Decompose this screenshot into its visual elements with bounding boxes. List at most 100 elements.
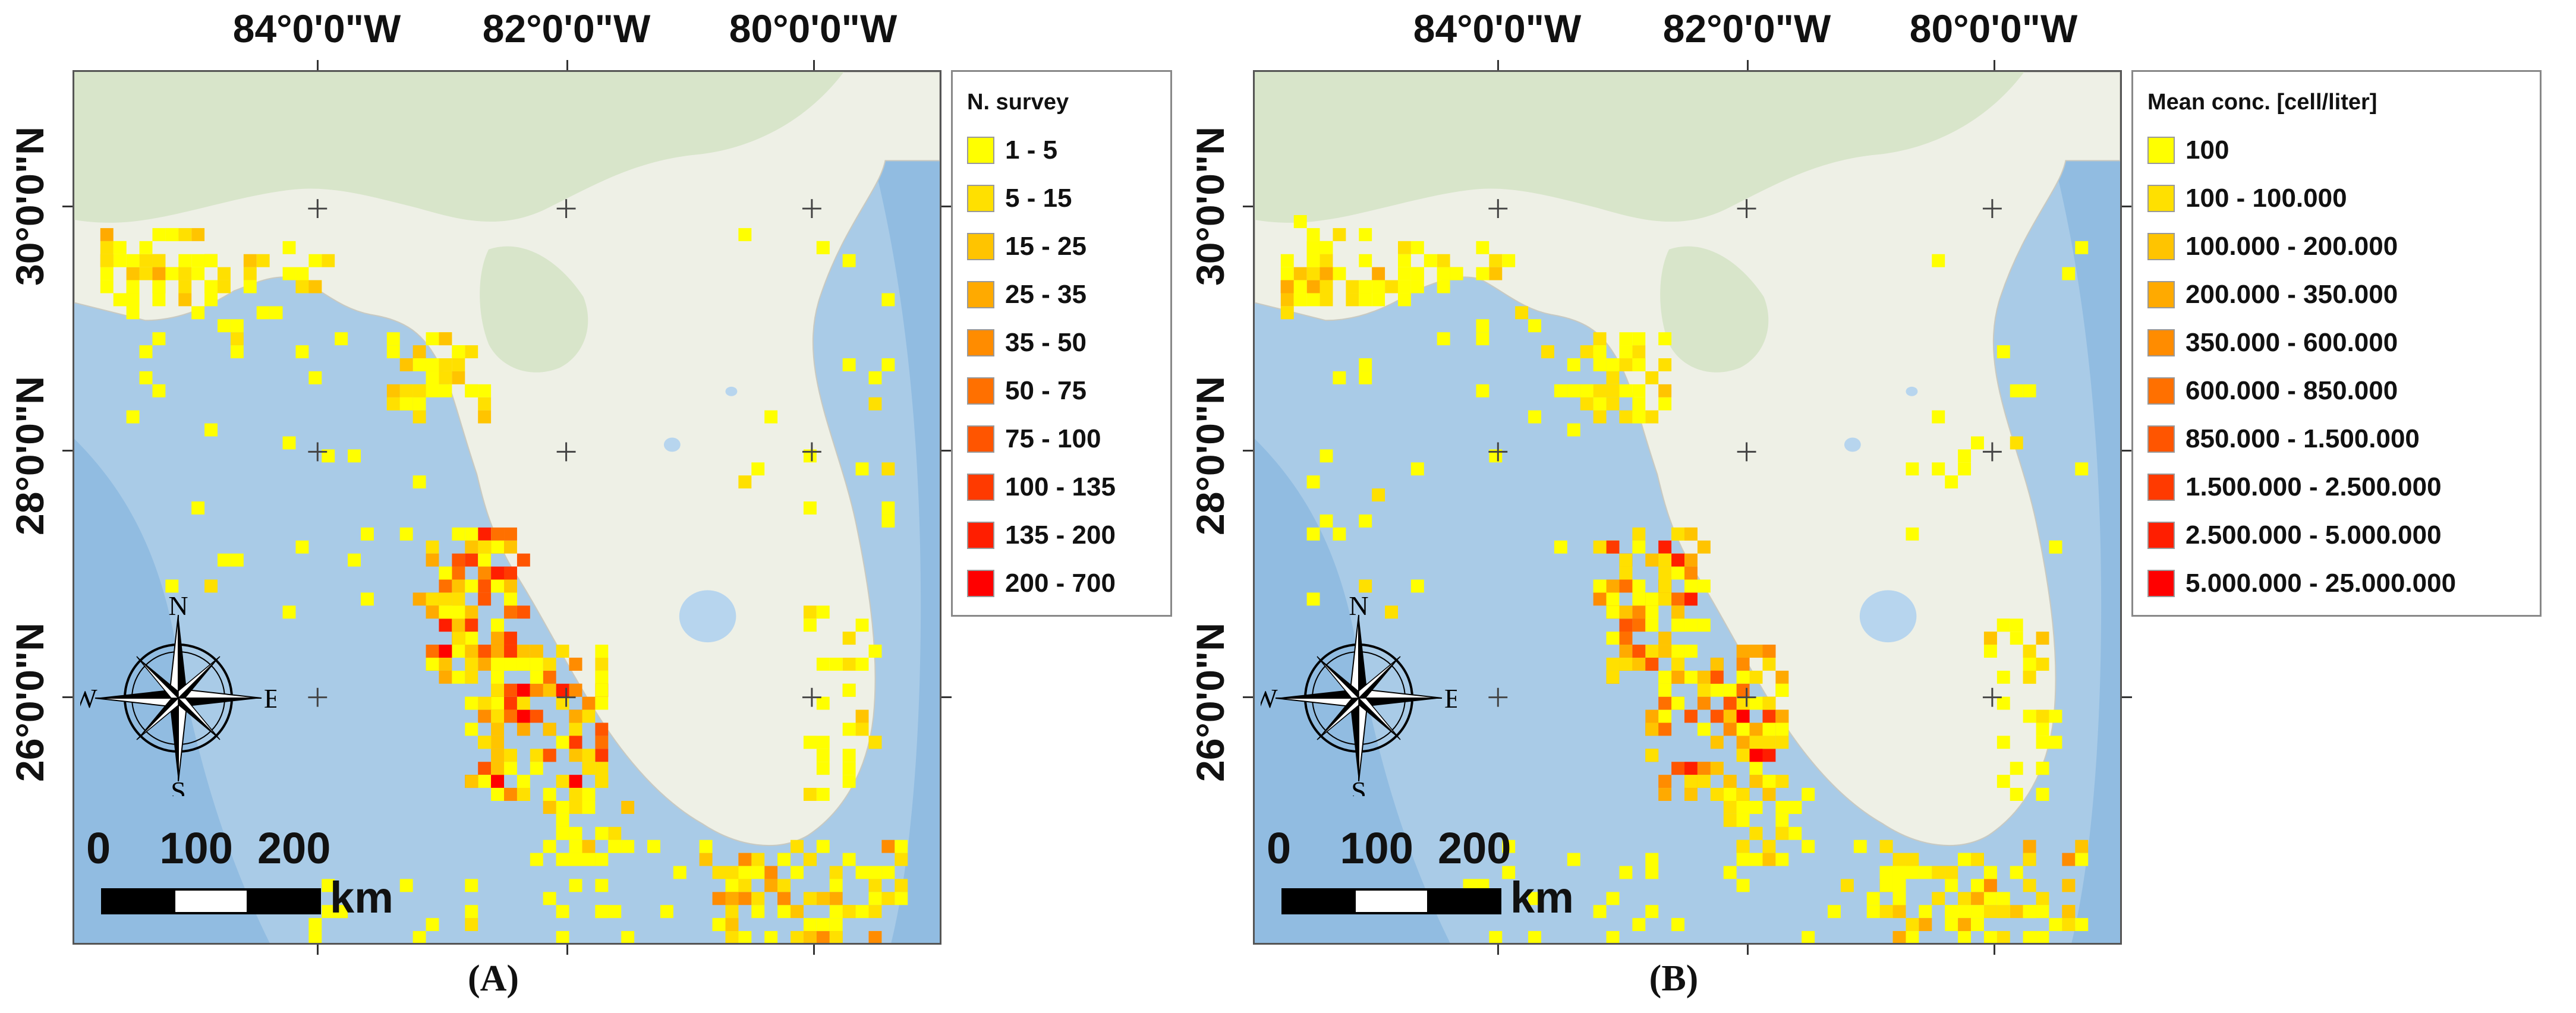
concentration-cell <box>1476 332 1489 346</box>
legend-items: 1 - 5 5 - 15 15 - 25 25 - 35 35 - 50 50 - 75 7… <box>967 126 1156 607</box>
concentration-cell <box>1906 853 1919 866</box>
survey-cell <box>439 566 452 580</box>
survey-cell <box>282 436 296 450</box>
tick-mark <box>2122 450 2132 452</box>
survey-cell <box>543 670 556 684</box>
concentration-cell <box>2023 709 2036 723</box>
survey-cell <box>868 892 882 905</box>
legend-label: 100 <box>2185 135 2229 165</box>
survey-cell <box>139 267 153 280</box>
survey-cell <box>569 722 582 736</box>
concentration-cell <box>1606 605 1620 619</box>
survey-cell <box>412 345 426 359</box>
survey-cell <box>465 527 478 541</box>
concentration-cell <box>1736 657 1750 671</box>
compass-rose-icon: N S E W <box>1261 594 1457 796</box>
survey-cell <box>412 384 426 397</box>
survey-cell <box>738 853 752 866</box>
concentration-cell <box>1762 709 1776 723</box>
survey-cell <box>595 722 609 736</box>
graticule-cross <box>1737 442 1756 462</box>
concentration-cell <box>1593 410 1607 424</box>
legend-item: 75 - 100 <box>967 415 1156 463</box>
survey-cell <box>738 879 752 892</box>
concentration-cell <box>1606 371 1620 384</box>
concentration-cell <box>2036 736 2049 749</box>
survey-cell <box>569 879 582 892</box>
concentration-cell <box>1632 345 1646 359</box>
survey-cell <box>595 775 609 788</box>
concentration-cell <box>1671 696 1685 710</box>
survey-cell <box>595 749 609 762</box>
survey-cell <box>113 293 127 307</box>
concentration-cell <box>1645 592 1659 606</box>
concentration-cell <box>1932 410 1945 424</box>
survey-cell <box>504 696 517 710</box>
survey-cell <box>816 918 830 932</box>
survey-cell <box>855 866 869 879</box>
survey-cell <box>452 632 465 645</box>
concentration-cell <box>1658 592 1672 606</box>
survey-cell <box>829 892 843 905</box>
concentration-cell <box>1645 709 1659 723</box>
survey-cell <box>178 228 192 241</box>
concentration-cell <box>1658 775 1672 788</box>
concentration-cell <box>1762 853 1776 866</box>
graticule-cross <box>308 687 327 707</box>
survey-cell <box>230 553 244 567</box>
concentration-cell <box>1697 775 1711 788</box>
concentration-cell <box>1632 358 1646 371</box>
concentration-cell <box>1958 462 1972 476</box>
concentration-cell <box>1606 632 1620 645</box>
concentration-cell <box>1710 670 1724 684</box>
concentration-cell <box>1658 670 1672 684</box>
legend-swatch <box>2147 329 2175 356</box>
survey-cell <box>139 371 153 384</box>
concentration-cell <box>2036 788 2049 801</box>
legend-label: 200 - 700 <box>1005 568 1116 598</box>
concentration-cell <box>1723 800 1737 814</box>
concentration-cell <box>1619 410 1633 424</box>
legend-item: 1.500.000 - 2.500.000 <box>2147 463 2525 511</box>
concentration-cell <box>1619 358 1633 371</box>
survey-cell <box>295 540 309 554</box>
survey-cell <box>621 800 635 814</box>
concentration-cell <box>1306 527 1320 541</box>
survey-cell <box>517 657 530 671</box>
survey-cell <box>530 645 543 658</box>
survey-cell <box>439 618 452 632</box>
concentration-cell <box>1788 826 1802 840</box>
concentration-cell <box>1645 853 1659 866</box>
survey-cell <box>621 840 635 853</box>
legend-swatch <box>967 280 994 308</box>
concentration-cell <box>1932 892 1945 905</box>
graticule-cross <box>802 199 821 218</box>
concentration-cell <box>1359 371 1372 384</box>
survey-cell <box>673 866 686 879</box>
concentration-cell <box>1879 840 1893 853</box>
concentration-cell <box>1996 670 2010 684</box>
legend-swatch <box>2147 569 2175 597</box>
survey-cell <box>842 254 856 267</box>
concentration-cell <box>1320 293 1333 307</box>
tick-mark <box>1243 206 1253 207</box>
concentration-cell <box>1697 722 1711 736</box>
survey-cell <box>504 579 517 593</box>
survey-cell <box>777 853 791 866</box>
concentration-cell <box>2062 267 2076 280</box>
graticule-cross <box>1982 199 2002 218</box>
concentration-cell <box>1958 918 1972 932</box>
concentration-cell <box>1593 384 1607 397</box>
survey-cell <box>191 267 205 280</box>
survey-cell <box>868 931 882 943</box>
concentration-cell <box>1671 605 1685 619</box>
survey-cell <box>803 892 817 905</box>
survey-cell <box>595 736 609 749</box>
concentration-cell <box>2075 918 2089 932</box>
survey-cell <box>491 579 505 593</box>
survey-cell <box>412 931 426 943</box>
survey-cell <box>712 892 726 905</box>
basemap <box>74 72 940 943</box>
concentration-cell <box>1983 645 1997 658</box>
survey-cell <box>751 905 765 919</box>
